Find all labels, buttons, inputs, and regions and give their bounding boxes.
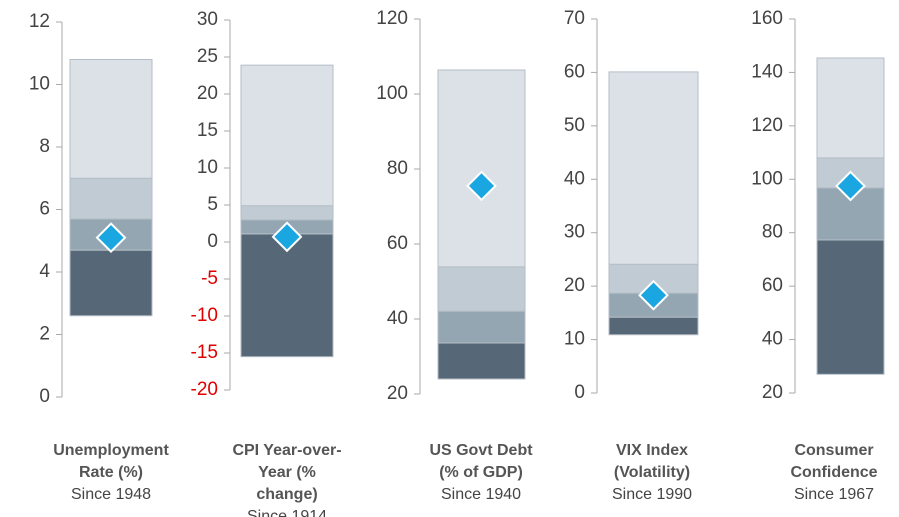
panel-title: Consumer Confidence (790, 442, 878, 481)
y-tick-label: -10 (191, 305, 218, 326)
range-segment (69, 177, 153, 220)
y-tick-label: 120 (751, 115, 783, 136)
marker (638, 279, 669, 311)
y-tick-label: 0 (574, 382, 585, 403)
y-tick-label: 40 (564, 168, 585, 189)
y-tick-label: 8 (39, 136, 50, 157)
y-tick-label: 80 (762, 222, 783, 243)
y-tick-label: 70 (564, 8, 585, 29)
range-segment (816, 239, 885, 375)
y-tick-label: 10 (564, 329, 585, 350)
panel-title: Unemployment Rate (%) (53, 442, 169, 481)
y-tick-label: 15 (197, 120, 218, 141)
y-tick-label: 10 (29, 74, 50, 95)
y-tick-label: 100 (751, 168, 783, 189)
range-segment (437, 310, 526, 344)
y-tick-label: 6 (39, 199, 50, 220)
y-tick-label: 0 (39, 386, 50, 407)
range-segment (69, 249, 153, 317)
y-tick-label: 80 (387, 158, 408, 179)
y-tick-label: 20 (762, 382, 783, 403)
range-segment (608, 71, 699, 265)
range-segment (437, 69, 526, 268)
panel-subtitle: Since 1940 (440, 486, 522, 503)
y-tick-label: -15 (191, 342, 218, 363)
marker (466, 170, 497, 202)
y-tick-label: 20 (197, 83, 218, 104)
panel-label: Consumer Confidence Since 1967 (773, 440, 895, 506)
panel-subtitle: Since 1948 (70, 486, 152, 503)
y-tick-label: 20 (387, 383, 408, 404)
y-tick-label: 60 (387, 233, 408, 254)
panel-subtitle: Since 1914 (246, 508, 328, 517)
y-tick-label: -20 (191, 379, 218, 400)
range-segment (816, 57, 885, 159)
panel-label: Unemployment Rate (%) Since 1948 (50, 440, 172, 506)
y-tick-label: 30 (564, 222, 585, 243)
range-segment (240, 205, 334, 221)
marker (271, 221, 303, 253)
marker (95, 222, 127, 254)
chart: 0 2 4 6 8 10 12 -20 -15 -10 -5 0 5 10 15 20 25 30 20 40 60 80… (29, 8, 885, 407)
range-segment (437, 342, 526, 380)
y-tick-label: 2 (39, 324, 50, 345)
y-tick-label: 5 (207, 194, 218, 215)
y-tick-label: 30 (197, 9, 218, 30)
range-segment (240, 233, 334, 358)
y-tick-label: 100 (376, 83, 408, 104)
panel-title: US Govt Debt (% of GDP) (429, 442, 533, 481)
panel-title: CPI Year-over-Year (% change) (232, 442, 342, 503)
y-tick-label: 10 (197, 157, 218, 178)
y-tick-label: 4 (39, 261, 50, 282)
y-tick-label: 60 (762, 275, 783, 296)
y-tick-label: 60 (564, 61, 585, 82)
y-tick-label: 25 (197, 46, 218, 67)
y-tick-label: 160 (751, 8, 783, 29)
panel-subtitle: Since 1990 (611, 486, 693, 503)
y-tick-label: 140 (751, 61, 783, 82)
range-segment (69, 59, 153, 179)
y-tick-label: -5 (201, 268, 218, 289)
panel-label: US Govt Debt (% of GDP) Since 1940 (420, 440, 542, 506)
y-tick-label: 40 (387, 308, 408, 329)
marker (835, 170, 866, 202)
y-tick-label: 0 (207, 231, 218, 252)
range-segment (608, 316, 699, 336)
y-tick-label: 120 (376, 8, 408, 29)
y-tick-label: 40 (762, 329, 783, 350)
y-tick-label: 50 (564, 115, 585, 136)
range-segment (437, 266, 526, 312)
panel-title: VIX Index (Volatility) (613, 442, 691, 481)
range-segment (240, 64, 334, 207)
panel-label: VIX Index (Volatility) Since 1990 (591, 440, 713, 506)
y-tick-label: 20 (564, 275, 585, 296)
panel-label: CPI Year-over-Year (% change) Since 1914 (226, 440, 348, 517)
y-tick-label: 12 (29, 11, 50, 32)
panel-subtitle: Since 1967 (793, 486, 875, 503)
